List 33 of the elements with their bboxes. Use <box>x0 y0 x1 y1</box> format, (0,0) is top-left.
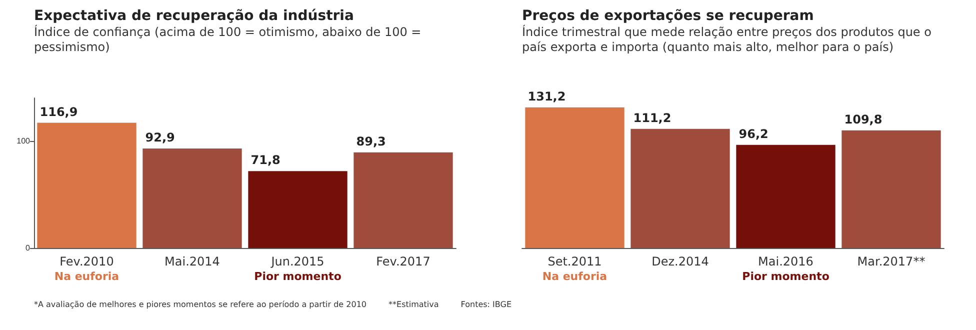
bar <box>736 144 836 248</box>
bar <box>354 152 453 248</box>
y-tick-label: 100 <box>16 136 31 146</box>
data-label: 116,9 <box>40 104 78 119</box>
x-tick-label: Fev.2010 Na euforia <box>54 254 120 283</box>
bar <box>842 130 941 248</box>
x-tick-label: Jun.2015 Pior momento <box>254 254 342 283</box>
data-label: 131,2 <box>528 89 566 104</box>
data-label: 96,2 <box>738 126 768 141</box>
text: Fontes: IBGE <box>460 300 512 309</box>
bar <box>525 107 624 248</box>
x-tick-label: Dez.2014 <box>652 254 709 268</box>
x-tick-label: Mai.2014 <box>164 254 220 268</box>
bar <box>630 128 730 248</box>
x-tick-label: Mai.2016 Pior momento <box>742 254 830 283</box>
text: **Estimativa <box>388 300 439 309</box>
y-tick-label: 0 <box>26 244 31 252</box>
data-label: 89,3 <box>356 134 386 148</box>
data-label: 92,9 <box>145 130 175 144</box>
bar <box>142 148 242 248</box>
x-tick-label: Set.2011 Na euforia <box>542 254 608 283</box>
chart-title: Preços de exportações se recuperam <box>522 8 815 24</box>
x-tick-label: Mar.2017** <box>857 254 926 268</box>
data-label: 71,8 <box>250 153 280 168</box>
bar <box>248 171 348 248</box>
bar <box>37 122 136 248</box>
x-tick-label: Fev.2017 <box>376 254 430 268</box>
text: *A avaliação de melhores e piores momentos se refere ao período a partir de 2010 <box>34 300 367 309</box>
chart-subtitle: Índice de confiança (acima de 100 = otimismo, abaixo de 100 = pessimismo) <box>34 25 422 55</box>
data-label: 109,8 <box>844 112 882 126</box>
chart-title: Expectativa de recuperação da indústria <box>34 8 355 24</box>
data-label: 111,2 <box>633 110 672 125</box>
chart-subtitle: Índice trimestral que mede relação entre preços dos produtos que o país exporta e importa (quanto mais alto, melhor para o país) <box>522 25 932 55</box>
